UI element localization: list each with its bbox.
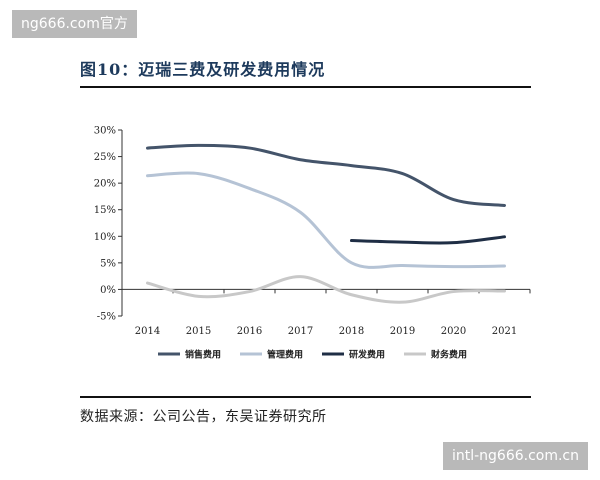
legend-label: 销售费用 bbox=[185, 349, 221, 361]
source-note: 数据来源：公司公告，东吴证券研究所 bbox=[80, 409, 327, 425]
y-tick-label: 0% bbox=[100, 285, 116, 296]
title-divider bbox=[80, 86, 531, 88]
y-tick-label: 15% bbox=[94, 205, 116, 216]
y-tick-label: 5% bbox=[100, 258, 116, 269]
series-line-1 bbox=[146, 143, 506, 207]
watermark-bottom: intl-ng666.com.cn bbox=[442, 442, 588, 470]
watermark-top: ng666.com官方 bbox=[12, 10, 137, 38]
x-tick-label: 2020 bbox=[441, 326, 466, 337]
y-tick-label: 20% bbox=[94, 179, 116, 190]
legend-label: 管理费用 bbox=[267, 349, 303, 361]
x-tick-label: 2017 bbox=[288, 326, 313, 337]
legend: 销售费用 管理费用 研发费用 财务费用 bbox=[158, 349, 467, 361]
series-line-2 bbox=[146, 171, 506, 269]
series-line-3 bbox=[350, 235, 506, 245]
source-divider bbox=[80, 396, 531, 398]
series-lines bbox=[146, 143, 506, 304]
y-tick-label: 25% bbox=[94, 152, 116, 163]
y-axis: 30% 25% 20% 15% 10% 5% 0% -5% bbox=[94, 126, 123, 323]
series-line-4 bbox=[146, 275, 506, 304]
x-tick-label: 2014 bbox=[135, 326, 160, 337]
y-tick-label: 10% bbox=[94, 232, 116, 243]
x-axis: 2014 2015 2016 2017 2018 2019 2020 2021 bbox=[121, 288, 531, 337]
x-tick-label: 2018 bbox=[339, 326, 364, 337]
x-tick-label: 2019 bbox=[390, 326, 415, 337]
x-tick-label: 2015 bbox=[186, 326, 211, 337]
x-tick-label: 2016 bbox=[237, 326, 262, 337]
figure-title: 图10：迈瑞三费及研发费用情况 bbox=[80, 60, 326, 79]
x-tick-label: 2021 bbox=[492, 326, 517, 337]
y-tick-label: 30% bbox=[94, 126, 116, 137]
y-tick-label: -5% bbox=[97, 312, 116, 323]
legend-label: 研发费用 bbox=[349, 349, 385, 361]
legend-label: 财务费用 bbox=[430, 349, 467, 361]
